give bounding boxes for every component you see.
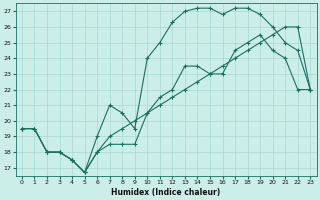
X-axis label: Humidex (Indice chaleur): Humidex (Indice chaleur)	[111, 188, 221, 197]
